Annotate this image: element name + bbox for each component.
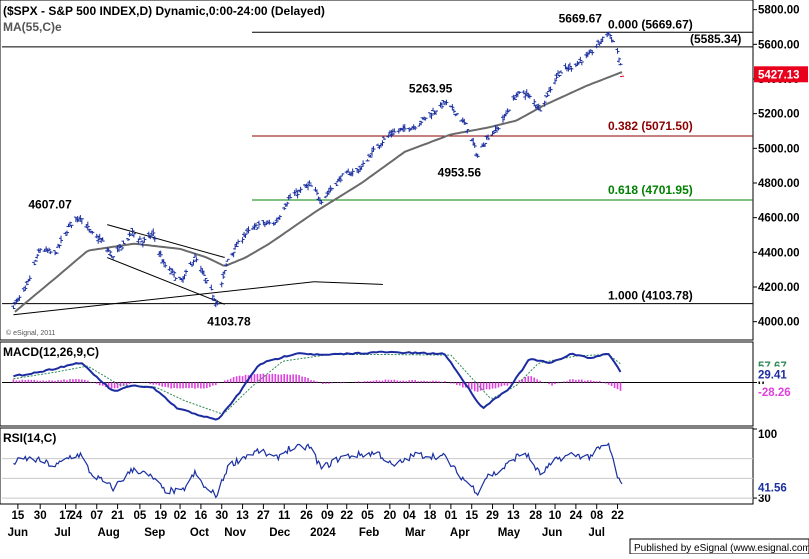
price-chart-title: ($SPX - S&P 500 INDEX,D) Dynamic,0:00-24… bbox=[3, 4, 325, 18]
x-tick-label: 30 bbox=[34, 510, 47, 522]
x-month-label: 2024 bbox=[310, 527, 336, 539]
x-tick-label: 04 bbox=[403, 510, 416, 522]
last-price-badge bbox=[754, 66, 808, 83]
x-tick-label: 24 bbox=[569, 510, 582, 522]
price-annotation: 4607.07 bbox=[28, 197, 72, 211]
price-annotation: 4103.78 bbox=[207, 315, 251, 329]
x-tick-label: 17 bbox=[59, 510, 72, 522]
support-label: (5585.34) bbox=[690, 32, 741, 46]
price-ytick-label: 4800.00 bbox=[758, 178, 800, 190]
rsi-ytick-label: 100 bbox=[758, 429, 777, 441]
x-tick-label: 22 bbox=[611, 510, 624, 522]
price-ytick-label: 5800.00 bbox=[758, 5, 800, 17]
price-bars bbox=[11, 31, 624, 310]
price-ytick-label: 4000.00 bbox=[758, 317, 800, 329]
x-month-label: Aug bbox=[97, 527, 119, 539]
x-month-label: Oct bbox=[190, 527, 209, 539]
x-tick-label: 27 bbox=[257, 510, 270, 522]
x-tick-label: 01 bbox=[444, 510, 457, 522]
macd-value-badge-bg bbox=[754, 366, 808, 382]
macd-title: MACD(12,26,9,C) bbox=[3, 345, 99, 359]
x-tick-label: 22 bbox=[340, 510, 353, 522]
trendline-2 bbox=[106, 257, 225, 305]
price-panel-frame bbox=[0, 0, 754, 341]
footer-text: Published by eSignal (www.esignal.com) bbox=[634, 543, 809, 554]
x-tick-label: 02 bbox=[174, 510, 187, 522]
x-tick-label: 16 bbox=[195, 510, 208, 522]
x-tick-label: 13 bbox=[507, 510, 520, 522]
x-tick-label: 20 bbox=[383, 510, 396, 522]
x-month-label: Sep bbox=[144, 527, 165, 539]
price-ytick-label: 4200.00 bbox=[758, 282, 800, 294]
macd-value-badge-bg bbox=[754, 384, 808, 400]
x-tick-label: 15 bbox=[465, 510, 478, 522]
x-tick-label: 08 bbox=[590, 510, 603, 522]
rsi-value-badge-bg bbox=[754, 478, 808, 495]
last-price-label: 5427.13 bbox=[758, 69, 800, 81]
macd-value-label: 29.41 bbox=[758, 370, 787, 382]
x-month-label: Mar bbox=[405, 527, 426, 539]
x-month-label: Jun bbox=[8, 527, 28, 539]
trendline-0 bbox=[13, 281, 315, 316]
macd-signal-line bbox=[13, 353, 621, 415]
x-tick-label: 24 bbox=[70, 510, 83, 522]
fib-level-0.618-label: 0.618 (4701.95) bbox=[608, 183, 693, 197]
x-tick-label: 26 bbox=[300, 510, 313, 522]
trendline-1 bbox=[107, 224, 225, 259]
price-ytick-label: 4400.00 bbox=[758, 247, 800, 259]
x-tick-label: 21 bbox=[111, 510, 124, 522]
price-ytick-label: 5000.00 bbox=[758, 143, 800, 155]
x-month-label: May bbox=[498, 527, 521, 539]
macd-line bbox=[13, 350, 622, 421]
price-annotation: 5669.67 bbox=[559, 11, 603, 25]
price-annotation: 5263.95 bbox=[409, 82, 453, 96]
x-month-label: Jun bbox=[542, 527, 562, 539]
price-ytick-label: 5200.00 bbox=[758, 109, 800, 121]
x-month-label: Feb bbox=[359, 527, 379, 539]
x-tick-label: 05 bbox=[361, 510, 374, 522]
x-month-label: Dec bbox=[269, 527, 291, 539]
macd-panel: 057.6729.41-28.26 bbox=[2, 350, 808, 421]
rsi-panel-frame bbox=[0, 427, 754, 505]
x-tick-label: 29 bbox=[486, 510, 499, 522]
ma-label: MA(55,C)e bbox=[3, 20, 62, 34]
x-month-label: Apr bbox=[450, 527, 470, 539]
price-annotation: 4953.56 bbox=[438, 165, 482, 179]
x-month-label: Jul bbox=[54, 527, 71, 539]
x-tick-label: 07 bbox=[90, 510, 103, 522]
x-tick-label: 18 bbox=[424, 510, 437, 522]
x-month-label: Nov bbox=[224, 527, 246, 539]
fib-level-1.000-label: 1.000 (4103.78) bbox=[608, 289, 693, 303]
x-tick-label: 15 bbox=[11, 510, 24, 522]
rsi-title: RSI(14,C) bbox=[3, 431, 56, 445]
fib-level-0.382-label: 0.382 (5071.50) bbox=[608, 119, 693, 133]
macd-panel-frame bbox=[0, 341, 754, 427]
trendline-extension bbox=[313, 281, 384, 285]
x-tick-label: 19 bbox=[154, 510, 167, 522]
macd-histogram bbox=[12, 373, 622, 392]
price-ytick-label: 4600.00 bbox=[758, 213, 800, 225]
x-tick-label: 09 bbox=[321, 510, 334, 522]
x-tick-label: 05 bbox=[133, 510, 146, 522]
x-month-label: Jul bbox=[588, 527, 605, 539]
fib-level-0.000-label: 0.000 (5669.67) bbox=[608, 17, 693, 31]
watermark: © eSignal, 2011 bbox=[6, 329, 56, 337]
price-panel: 5800.005600.005400.005200.005000.004800.… bbox=[2, 5, 808, 329]
x-tick-label: 11 bbox=[278, 510, 291, 522]
x-tick-label: 28 bbox=[529, 510, 542, 522]
macd-ytick-label: 0 bbox=[758, 377, 764, 389]
x-tick-label: 13 bbox=[236, 510, 249, 522]
rsi-line bbox=[13, 442, 623, 499]
x-tick-label: 10 bbox=[549, 510, 562, 522]
x-tick-label: 30 bbox=[215, 510, 228, 522]
price-ytick-label: 5600.00 bbox=[758, 39, 800, 51]
rsi-ytick-label: 30 bbox=[758, 493, 771, 505]
ma-55-line bbox=[14, 71, 623, 313]
macd-value-label: -28.26 bbox=[758, 387, 791, 399]
rsi-value-label: 41.56 bbox=[758, 483, 787, 495]
